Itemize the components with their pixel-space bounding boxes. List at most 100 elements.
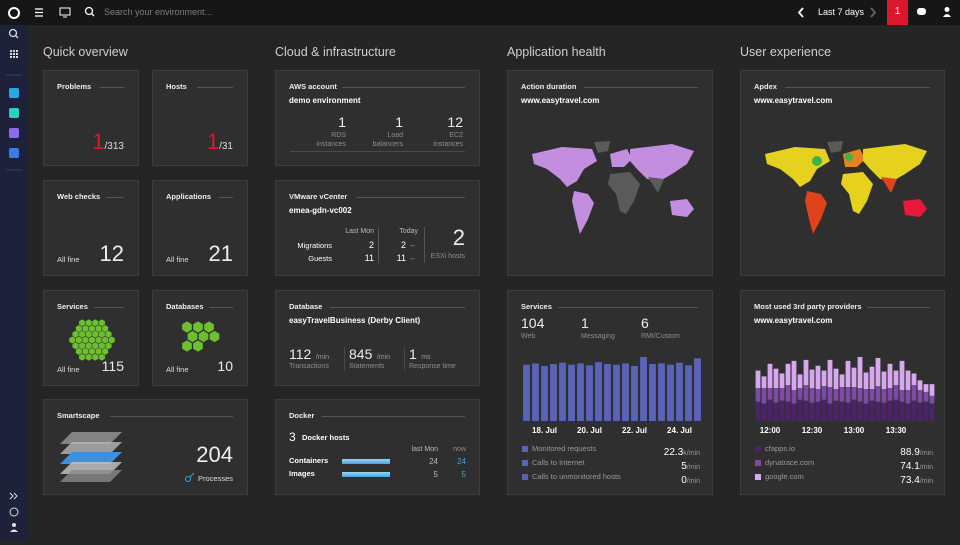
- apps-icon[interactable]: [10, 50, 18, 58]
- x-tick-label: 13:00: [844, 426, 865, 435]
- databases-tile[interactable]: Databases All fine 10: [152, 290, 248, 386]
- total-count: /313: [104, 141, 124, 152]
- bar: [622, 363, 629, 421]
- hexagon: [102, 336, 109, 344]
- bar-segment: [773, 402, 779, 421]
- prev-timeframe[interactable]: [797, 7, 804, 18]
- search-icon[interactable]: [84, 6, 94, 16]
- metric-value: 845: [349, 346, 373, 362]
- metric-unit: ms: [421, 354, 431, 361]
- bar-segment: [767, 388, 773, 400]
- applications-tile[interactable]: Applications All fine 21: [152, 180, 248, 276]
- hexagon: [95, 336, 102, 344]
- smartscape-tile[interactable]: Smartscape 204 Processes: [43, 399, 248, 495]
- web-checks-tile[interactable]: Web checks All fine 12: [43, 180, 139, 276]
- tile-title: Web checks: [57, 192, 101, 201]
- unit: /min: [686, 478, 700, 485]
- title-rule: [330, 307, 465, 308]
- timeframe[interactable]: Last 7 days: [818, 7, 865, 17]
- search-input[interactable]: Search your environment...: [104, 7, 213, 17]
- services-health-tile[interactable]: Services 104 Web 1 Messaging 6 RMI/Custo…: [507, 290, 713, 495]
- title-rule: [356, 197, 465, 198]
- hosts-tile[interactable]: Hosts 1/31: [152, 70, 248, 166]
- bar-segment: [893, 385, 899, 400]
- value: 88.9: [900, 447, 920, 458]
- hexagon: [92, 330, 99, 338]
- notification-count[interactable]: 1: [894, 6, 901, 17]
- nav-icon[interactable]: [9, 108, 19, 118]
- bar-segment: [863, 389, 869, 404]
- bar: [685, 365, 692, 421]
- smartscape-graphic: [60, 432, 122, 482]
- search-icon[interactable]: [8, 28, 18, 38]
- column-divider: [378, 227, 379, 263]
- database-tile[interactable]: Database easyTravelBusiness (Derby Clien…: [275, 290, 480, 386]
- aws-tile[interactable]: AWS account demo environment 1 RDS insta…: [275, 70, 480, 166]
- docker-tile[interactable]: Docker 3 Docker hosts last Mon now Conta…: [275, 399, 480, 495]
- nav-icon[interactable]: [9, 88, 19, 98]
- hexagon: [72, 330, 79, 338]
- action-duration-tile[interactable]: Action duration www.easytravel.com: [507, 70, 713, 276]
- bar-segment: [833, 400, 839, 421]
- value: 0: [681, 475, 687, 486]
- monitor-icon[interactable]: [59, 7, 71, 16]
- esxi-label: ESXi hosts: [430, 253, 465, 260]
- stat-icon: [522, 460, 528, 466]
- logo[interactable]: [8, 7, 20, 19]
- apdex-tile[interactable]: Apdex www.easytravel.com: [740, 70, 945, 276]
- bar-segment: [797, 399, 803, 421]
- metric-label: RMI/Custom: [641, 333, 680, 340]
- bar-segment: [881, 371, 887, 389]
- tile-title: Smartscape: [57, 411, 100, 420]
- bar-segment: [911, 373, 917, 386]
- stat-icon: [755, 460, 761, 466]
- column-header: last Mon: [411, 446, 438, 453]
- user-icon[interactable]: [12, 523, 16, 527]
- column-header: now: [453, 446, 466, 453]
- count: 115: [101, 358, 124, 374]
- bar-segment: [899, 360, 905, 390]
- nav-icon[interactable]: [9, 148, 19, 158]
- bar-segment: [869, 366, 875, 389]
- bar: [640, 357, 647, 421]
- help-icon[interactable]: [9, 507, 19, 517]
- tile-title: Services: [57, 302, 88, 311]
- bar-segment: [779, 373, 785, 389]
- hexagon: [204, 321, 214, 333]
- bar-segment: [761, 403, 767, 421]
- hexagon: [82, 325, 89, 333]
- title-rule: [867, 307, 930, 308]
- bar: [658, 363, 665, 421]
- bar-segment: [815, 389, 821, 402]
- bar: [667, 364, 674, 421]
- hexagon: [98, 342, 105, 350]
- bar-segment: [893, 370, 899, 386]
- vmware-tile[interactable]: VMware vCenter emea-gdn-vc002 Last Mon T…: [275, 180, 480, 276]
- title-rule: [209, 307, 233, 308]
- status: All fine: [166, 365, 189, 374]
- docker-host-count: 3: [289, 430, 296, 444]
- metric-unit: /min: [376, 354, 391, 361]
- bar-segment: [827, 387, 833, 404]
- expand-icon[interactable]: [9, 492, 18, 500]
- chat-icon[interactable]: [917, 8, 926, 15]
- next-timeframe[interactable]: [870, 7, 877, 18]
- menu-icon[interactable]: [35, 8, 43, 17]
- tile-subtitle: demo environment: [289, 96, 361, 105]
- bar-segment: [863, 403, 869, 421]
- problems-badge[interactable]: [887, 0, 908, 25]
- docker-host-label: Docker hosts: [302, 433, 350, 442]
- services-tile[interactable]: Services All fine 115: [43, 290, 139, 386]
- problems-tile[interactable]: Problems 1/313: [43, 70, 139, 166]
- stat-label: Calls to Internet: [532, 458, 585, 467]
- bar: [613, 364, 620, 421]
- bar-segment: [845, 402, 851, 421]
- third-party-tile[interactable]: Most used 3rd party providers www.easytr…: [740, 290, 945, 495]
- count: 12: [99, 241, 124, 266]
- x-tick-label: 22. Jul: [622, 426, 647, 435]
- stat-row: Calls to Internet 5/min: [522, 457, 700, 472]
- user-icon[interactable]: [944, 7, 950, 12]
- nav-icon[interactable]: [9, 128, 19, 138]
- stat-label: google.com: [765, 472, 804, 481]
- bar-segment: [899, 401, 905, 421]
